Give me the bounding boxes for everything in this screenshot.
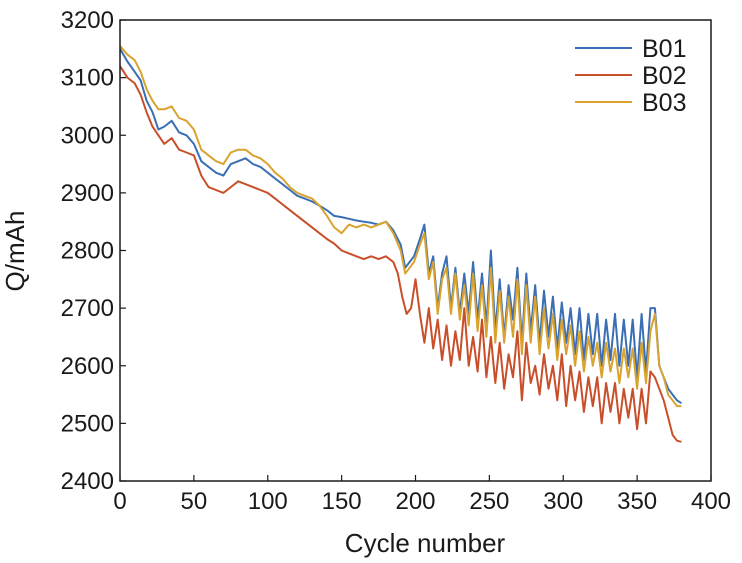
y-tick-label: 2800 — [61, 238, 114, 265]
legend-label-b02: B02 — [642, 62, 686, 90]
x-axis-label: Cycle number — [345, 528, 506, 558]
series-line-b02 — [119, 65, 682, 443]
y-tick-label: 2500 — [61, 410, 114, 437]
x-tick-label: 400 — [691, 488, 731, 515]
series-lines — [119, 45, 682, 443]
y-tick-label: 2400 — [61, 468, 114, 495]
x-tick-label: 0 — [113, 488, 126, 515]
y-tick-label: 2600 — [61, 353, 114, 380]
x-tick-label: 250 — [469, 488, 509, 515]
x-tick-label: 350 — [617, 488, 657, 515]
x-tick-label: 50 — [181, 488, 208, 515]
x-tick-label: 200 — [395, 488, 435, 515]
y-tick-label: 3000 — [61, 122, 114, 149]
x-tick-label: 300 — [543, 488, 583, 515]
y-tick-label: 2900 — [61, 180, 114, 207]
y-tick-label: 2700 — [61, 295, 114, 322]
y-ticks: 2400 2500 2600 2700 2800 2900 3000 3100 3200 — [61, 7, 126, 495]
series-line-b01 — [119, 48, 682, 405]
y-tick-label: 3200 — [61, 7, 114, 34]
x-tick-label: 100 — [248, 488, 288, 515]
y-axis-label: Q/mAh — [0, 211, 30, 292]
series-line-b03 — [119, 45, 682, 408]
legend-label-b03: B03 — [642, 89, 686, 117]
y-tick-label: 3100 — [61, 65, 114, 92]
legend-label-b01: B01 — [642, 35, 686, 63]
x-tick-label: 150 — [322, 488, 362, 515]
x-ticks: 0 50 100 150 200 250 300 350 400 — [113, 475, 731, 515]
